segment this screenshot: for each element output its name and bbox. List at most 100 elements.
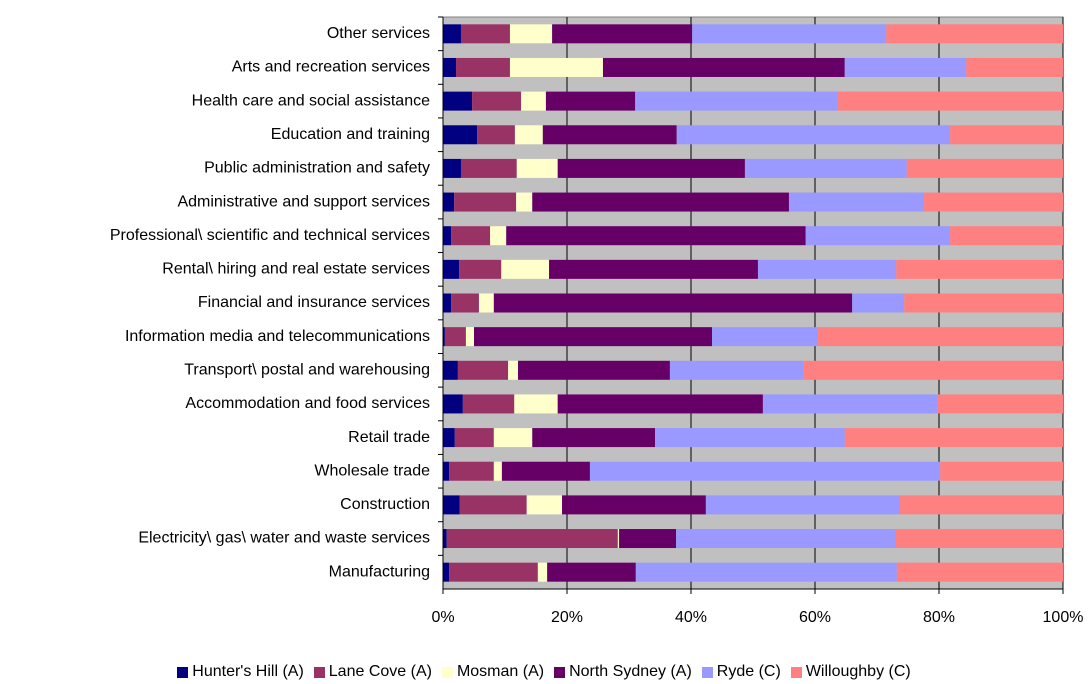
bar-segment bbox=[526, 495, 563, 515]
bar-segment bbox=[837, 91, 1063, 111]
x-tick-label: 40% bbox=[675, 609, 707, 626]
bar-segment bbox=[477, 125, 515, 145]
y-tick-label: Education and training bbox=[271, 126, 430, 143]
bar-segment bbox=[514, 125, 543, 145]
bar-segment bbox=[589, 461, 941, 481]
y-tick-label: Other services bbox=[327, 25, 430, 42]
bar-segment bbox=[744, 158, 907, 178]
bar-segment bbox=[443, 293, 452, 313]
y-tick-label: Electricity\ gas\ water and waste servic… bbox=[138, 530, 430, 547]
bar-segment bbox=[444, 327, 466, 347]
y-tick-label: Arts and recreation services bbox=[232, 59, 430, 76]
bar-segment bbox=[950, 226, 1063, 246]
bar-segment bbox=[894, 529, 1063, 549]
y-tick-label: Construction bbox=[340, 496, 430, 513]
legend-label: Lane Cove (A) bbox=[328, 663, 432, 680]
y-tick-label: Retail trade bbox=[348, 429, 430, 446]
bar-segment bbox=[532, 428, 656, 448]
bar-segment bbox=[446, 529, 618, 549]
bar-segment bbox=[456, 57, 510, 77]
bar-segment bbox=[509, 24, 553, 44]
bar-segment bbox=[896, 259, 1063, 279]
bar-segment bbox=[443, 226, 452, 246]
legend-item: Lane Cove (A) bbox=[313, 663, 432, 681]
y-tick-label: Accommodation and food services bbox=[185, 395, 430, 412]
bar-segment bbox=[545, 91, 636, 111]
bar-segment bbox=[518, 360, 670, 380]
bar-segment bbox=[509, 57, 603, 77]
bar-segment bbox=[514, 394, 558, 414]
legend-label: North Sydney (A) bbox=[569, 663, 692, 680]
bar-segment bbox=[619, 529, 677, 549]
bar-segment bbox=[516, 158, 558, 178]
bar-segment bbox=[552, 24, 693, 44]
bar-segment bbox=[549, 259, 758, 279]
bar-segment bbox=[451, 226, 491, 246]
bar-segment bbox=[465, 327, 474, 347]
bar-segment bbox=[478, 293, 494, 313]
bar-segment bbox=[443, 428, 455, 448]
x-tick-label: 60% bbox=[799, 609, 831, 626]
y-tick-label: Professional\ scientific and technical s… bbox=[110, 227, 430, 244]
bar-segment bbox=[472, 91, 522, 111]
bar-segment bbox=[635, 562, 897, 582]
y-tick-label: Public administration and safety bbox=[204, 160, 430, 177]
bar-segment bbox=[537, 562, 548, 582]
bar-segment bbox=[762, 394, 938, 414]
legend-swatch bbox=[441, 666, 453, 678]
bar-segment bbox=[966, 57, 1063, 77]
bar-segment bbox=[443, 125, 478, 145]
legend-item: Ryde (C) bbox=[701, 663, 781, 681]
bar-segment bbox=[443, 57, 457, 77]
bar-segment bbox=[818, 327, 1063, 347]
bar-segment bbox=[443, 394, 463, 414]
legend-label: Hunter's Hill (A) bbox=[192, 663, 304, 680]
bar-segment bbox=[676, 529, 895, 549]
x-tick-label: 0% bbox=[431, 609, 454, 626]
bar-segment bbox=[937, 394, 1063, 414]
bar-segment bbox=[501, 259, 550, 279]
bar-segment bbox=[451, 293, 479, 313]
x-tick-label: 20% bbox=[551, 609, 583, 626]
bar-segment bbox=[443, 158, 461, 178]
bar-segment bbox=[508, 360, 519, 380]
bar-segment bbox=[899, 495, 1063, 515]
bar-segment bbox=[462, 394, 515, 414]
y-tick-label: Information media and telecommunications bbox=[125, 328, 430, 345]
legend-swatch bbox=[313, 666, 325, 678]
legend-swatch bbox=[554, 666, 566, 678]
bar-segment bbox=[757, 259, 897, 279]
x-tick-label: 100% bbox=[1043, 609, 1084, 626]
bar-segment bbox=[449, 461, 494, 481]
legend-swatch bbox=[177, 666, 189, 678]
bar-segment bbox=[521, 91, 546, 111]
legend-swatch bbox=[790, 666, 802, 678]
bar-segment bbox=[443, 529, 447, 549]
bar-segment bbox=[532, 192, 789, 212]
bar-segment bbox=[459, 259, 502, 279]
y-tick-label: Financial and insurance services bbox=[198, 294, 430, 311]
legend-label: Mosman (A) bbox=[456, 663, 545, 680]
bar-segment bbox=[844, 428, 1063, 448]
bar-segment bbox=[547, 562, 636, 582]
bar-segment bbox=[542, 125, 677, 145]
y-tick-label: Manufacturing bbox=[329, 563, 430, 580]
bar-segment bbox=[676, 125, 951, 145]
legend: Hunter's Hill (A) Lane Cove (A) Mosman (A)… bbox=[0, 663, 1088, 681]
y-tick-label: Rental\ hiring and real estate services bbox=[162, 261, 430, 278]
bar-segment bbox=[692, 24, 887, 44]
legend-item: Mosman (A) bbox=[441, 663, 545, 681]
bar-segment bbox=[493, 293, 853, 313]
bar-segment bbox=[940, 461, 1063, 481]
legend-item: Hunter's Hill (A) bbox=[177, 663, 304, 681]
legend-item: North Sydney (A) bbox=[554, 663, 692, 681]
y-tick-label: Wholesale trade bbox=[314, 462, 430, 479]
bar-segment bbox=[844, 57, 967, 77]
chart: 0% 20% 40% 60% 80% 100% Other services Arts and… bbox=[110, 16, 1084, 626]
legend-item: Willoughby (C) bbox=[790, 663, 911, 681]
y-tick-label: Health care and social assistance bbox=[192, 92, 430, 109]
bar-segment bbox=[490, 226, 507, 246]
bar-segment bbox=[493, 428, 533, 448]
bar-segment bbox=[924, 192, 1063, 212]
